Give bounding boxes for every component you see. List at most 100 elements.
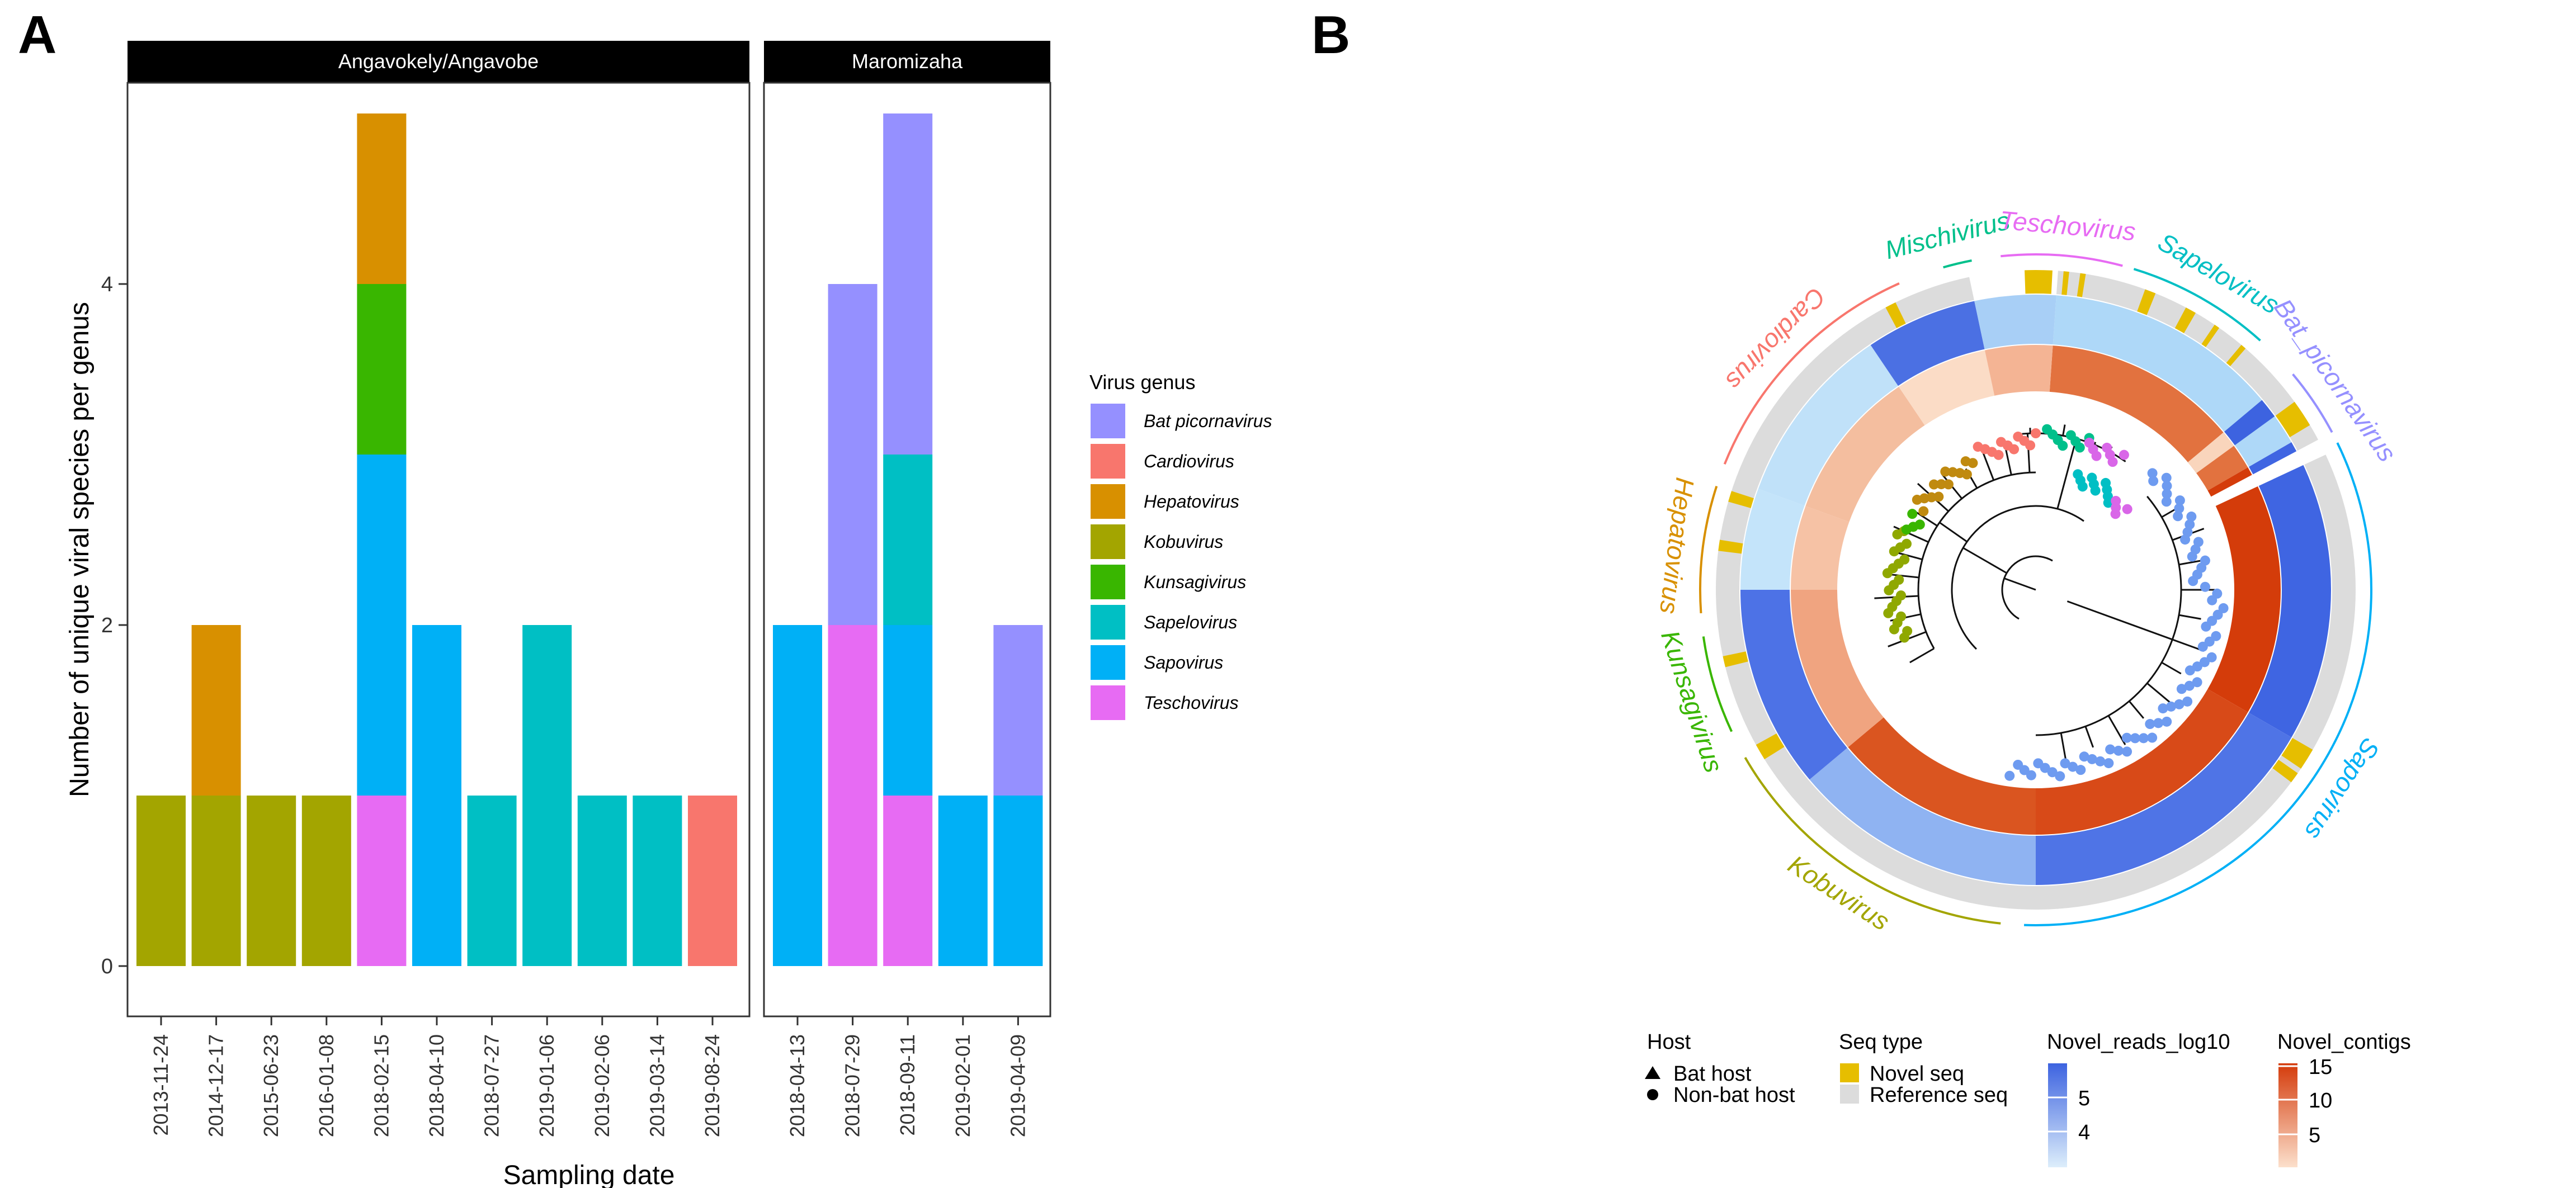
seq-legend-novel: Novel seq — [1870, 1062, 1964, 1086]
contigs-ring-segment — [2207, 467, 2281, 712]
novel-seq-mark — [2281, 738, 2313, 769]
tree-tip-point — [1918, 506, 1929, 517]
tree-tip-point — [2095, 756, 2106, 766]
novel-seq-mark — [2137, 289, 2156, 315]
reads-ring-segment — [1809, 747, 2036, 885]
tree-branch — [1898, 552, 1923, 561]
tree-tip-point — [1907, 509, 1918, 519]
genus-legend: Virus genus Bat picornavirus Cardiovirus H… — [1089, 371, 1272, 720]
tree-branch-arc — [2001, 555, 2053, 620]
tree-tip-point — [2110, 509, 2121, 519]
y-tick-label: 2 — [101, 614, 113, 637]
tree-tip-point — [1899, 554, 1910, 565]
tree-tip-point — [2176, 684, 2187, 694]
x-tick-label: 2019-01-06 — [535, 1034, 558, 1137]
x-tick-label: 2019-04-09 — [1006, 1034, 1029, 1137]
non-bat-host-circle-icon — [1647, 1089, 1658, 1100]
tree-branch — [2062, 424, 2066, 436]
tree-tip-point — [2033, 758, 2044, 769]
tree-branch — [1962, 547, 2007, 574]
x-tick-label: 2014-12-17 — [205, 1034, 228, 1137]
bar-segment-2016-01-08-kobuvirus — [301, 796, 351, 966]
reads-ring-segment — [2053, 295, 2292, 467]
bar-segment-2018-04-13-sapovirus — [773, 625, 822, 966]
reads-legend-tick-5: 5 — [2078, 1087, 2090, 1110]
bar-segment-2019-04-09-sapovirus — [993, 796, 1043, 966]
genus-arc-mischivirus — [1943, 259, 1972, 269]
legend-swatch-sapelovirus — [1091, 605, 1125, 640]
facet-title-maromizaha: Maromizaha — [852, 50, 963, 73]
tree-tip-point — [2174, 503, 2185, 514]
novel-seq-mark — [2275, 401, 2310, 438]
tree-tip-point — [2162, 716, 2172, 727]
genus-arc-cardiovirus — [1723, 282, 1900, 465]
bar-segment-2018-09-11-teschovirus — [883, 796, 933, 966]
bar-segment-2019-02-06-sapelovirus — [577, 796, 627, 966]
novel-seq-mark — [1728, 491, 1754, 508]
tree-tip-point — [2122, 746, 2132, 757]
tree-branch — [1913, 509, 1938, 527]
tree-tip-point — [2055, 771, 2065, 782]
genus-arc-kunsagivirus — [1702, 636, 1733, 732]
y-axis-title: Number of unique viral species per genus — [65, 302, 95, 797]
tree-tip-point — [2200, 581, 2210, 592]
tree-tip-point — [2138, 733, 2149, 744]
legend-entry-hepatovirus: Hepatovirus — [1144, 491, 1239, 512]
x-tick-label: 2019-02-01 — [951, 1034, 974, 1137]
tree-tip-point — [1928, 479, 1939, 490]
reads-legend-tick-4: 4 — [2078, 1121, 2090, 1144]
tree-tip-point — [1933, 491, 1944, 502]
novel-seq-mark — [2174, 307, 2196, 334]
bar-segment-2018-02-15-sapovirus — [357, 455, 407, 796]
contigs-legend-tick-5: 5 — [2309, 1124, 2320, 1147]
bar-segment-2018-09-11-sapovirus — [883, 625, 933, 796]
x-tick-label: 2018-04-13 — [786, 1034, 809, 1137]
tree-tip-point — [2185, 519, 2195, 530]
novel-seq-mark — [2061, 271, 2069, 295]
x-tick-label: 2015-06-23 — [260, 1034, 282, 1137]
legend-entry-kobuvirus: Kobuvirus — [1144, 532, 1223, 552]
tree-branch — [2146, 682, 2174, 706]
contigs-legend-tick-15: 15 — [2309, 1056, 2332, 1079]
tree-branch — [2067, 600, 2173, 641]
x-tick-label: 2019-03-14 — [645, 1034, 668, 1137]
tree-tip-point — [2090, 485, 2101, 496]
reads-ring-segment — [1870, 301, 1985, 386]
tree-tip-point — [1894, 575, 1904, 585]
tree-tip-point — [2103, 498, 2113, 508]
bar-segment-2018-09-11-sapelovirus — [883, 455, 933, 625]
novel-seq-mark — [2201, 324, 2220, 347]
reads-ring-segment — [1740, 489, 1805, 590]
tree-tip-point — [2145, 719, 2155, 730]
tree-tip-point — [1936, 479, 1947, 490]
reads-colorbar — [2048, 1063, 2067, 1167]
contigs-legend-tick-10: 10 — [2309, 1089, 2332, 1113]
tree-tip-point — [2180, 534, 2191, 545]
tree-tip-point — [2201, 621, 2211, 632]
novel-seq-mark — [1885, 302, 1906, 329]
bar-segment-2014-12-17-hepatovirus — [191, 625, 241, 796]
contigs-ring-segment — [2036, 689, 2248, 835]
contigs-colorbar — [2278, 1063, 2297, 1167]
tree-tip-point — [2147, 468, 2158, 479]
tree-tip-point — [1961, 469, 1972, 480]
contigs-ring-segment — [1984, 344, 2053, 396]
bar-segment-2018-04-10-sapovirus — [412, 625, 461, 966]
tree-tip-point — [2174, 495, 2185, 506]
x-axis: 2013-11-24 2014-12-17 2015-06-23 2016-01-08… — [149, 1016, 1029, 1137]
x-tick-label: 2016-01-08 — [315, 1034, 338, 1137]
tree-branch — [1939, 522, 1968, 543]
tree-tip-point — [2122, 504, 2132, 514]
contigs-ring-segment — [1791, 590, 1884, 747]
reads-ring-segment — [2036, 713, 2292, 885]
tree-tip-point — [2162, 481, 2172, 491]
bar-segment-2019-04-09-bat-picornavirus — [993, 625, 1043, 796]
x-tick-label: 2018-07-29 — [841, 1034, 864, 1137]
tree-tip-point — [2075, 765, 2086, 775]
tree-branch — [2005, 449, 2012, 475]
novel-seq-mark — [2226, 344, 2246, 367]
tree-branch — [2161, 661, 2182, 675]
tree-tip-point — [2162, 489, 2172, 499]
tree-tip-point — [2174, 699, 2185, 709]
novel-seq-mark — [1723, 651, 1748, 668]
